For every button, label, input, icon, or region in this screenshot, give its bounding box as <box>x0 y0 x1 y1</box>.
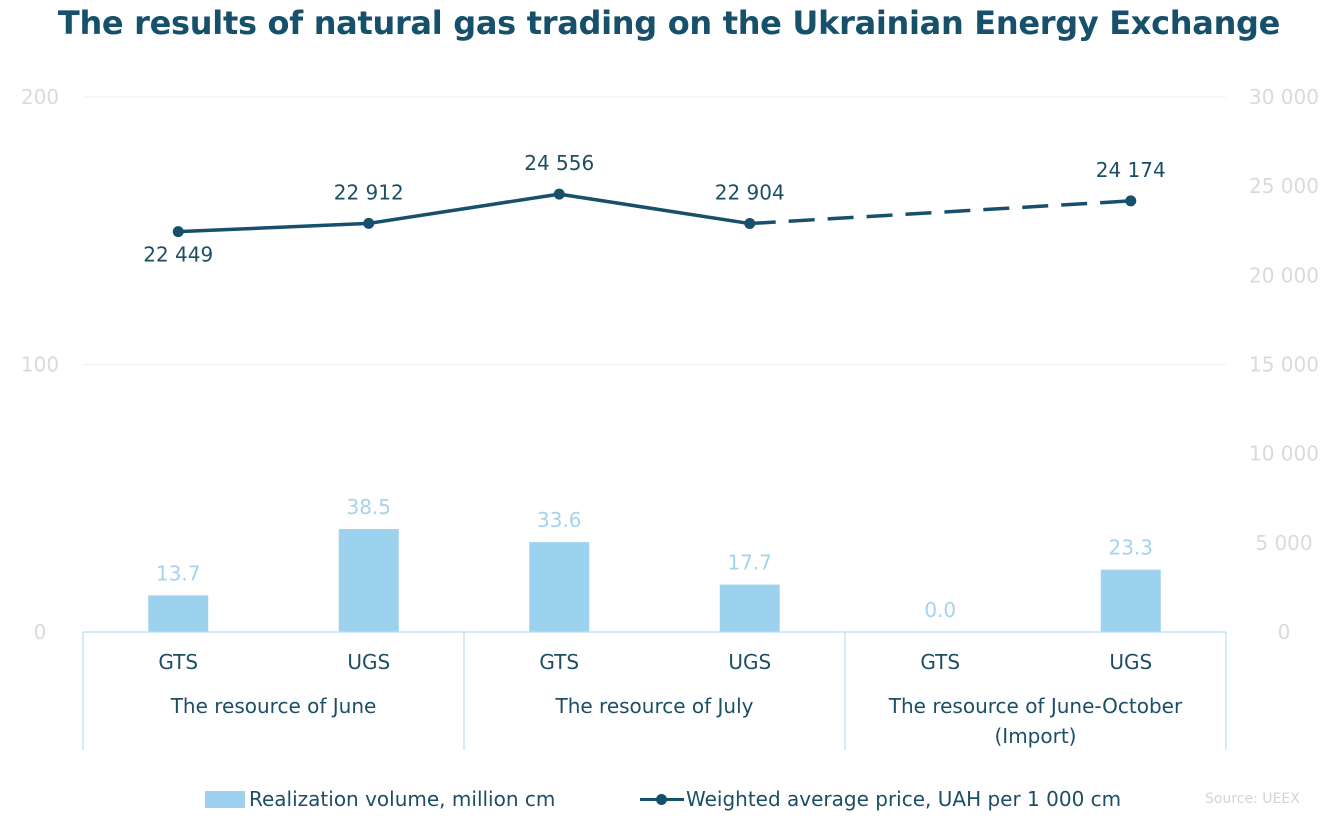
line-segment-dashed <box>749 199 1131 226</box>
y-right-tick-label: 5 000 <box>1255 531 1312 555</box>
y-right-tick-label: 15 000 <box>1249 353 1319 377</box>
bar-value-label: 38.5 <box>346 495 391 519</box>
legend-bar-swatch <box>205 790 245 808</box>
line-value-label: 22 449 <box>143 243 213 267</box>
x-group-label: The resource of July <box>554 694 753 718</box>
legend-label-volume: Realization volume, million cm <box>249 787 556 811</box>
x-group-label: (Import) <box>995 724 1077 748</box>
legend-line-swatch <box>640 792 684 806</box>
legend-item-price: Weighted average price, UAH per 1 000 cm <box>640 784 1121 814</box>
line-point <box>553 188 565 200</box>
chart-title: The results of natural gas trading on th… <box>57 4 1281 42</box>
x-category-label: UGS <box>347 650 390 674</box>
x-category-label: UGS <box>728 650 771 674</box>
line-segment <box>558 192 751 226</box>
y-right-tick-label: 10 000 <box>1249 442 1319 466</box>
x-category-label: GTS <box>539 650 579 674</box>
y-left-tick-label: 0 <box>34 620 47 644</box>
y-right-tick-label: 25 000 <box>1249 174 1319 198</box>
bar-value-label: 13.7 <box>156 561 201 585</box>
bar <box>338 529 399 632</box>
x-category-label: GTS <box>920 650 960 674</box>
line-value-label: 24 556 <box>524 151 594 175</box>
bar-value-label: 17.7 <box>727 551 772 575</box>
line-value-label: 24 174 <box>1096 158 1166 182</box>
y-left-tick-label: 100 <box>21 353 59 377</box>
bar <box>1100 569 1161 632</box>
bar-value-label: 33.6 <box>537 508 582 532</box>
y-left-tick-label: 200 <box>21 85 59 109</box>
line-point <box>363 217 375 229</box>
legend-label-price: Weighted average price, UAH per 1 000 cm <box>686 787 1122 811</box>
line-point <box>744 218 756 230</box>
line-segment <box>178 221 369 234</box>
source-note: Source: UEEX <box>1205 791 1300 807</box>
y-right-tick-label: 20 000 <box>1249 263 1319 287</box>
line-point <box>172 226 184 238</box>
x-category-label: GTS <box>158 650 198 674</box>
y-right-tick-label: 30 000 <box>1249 85 1319 109</box>
bar <box>148 595 209 632</box>
line-segment <box>368 192 560 226</box>
bar-value-label: 0.0 <box>924 598 956 622</box>
line-value-label: 22 904 <box>715 181 785 205</box>
x-group-label: The resource of June-October <box>888 694 1183 718</box>
line-value-label: 22 912 <box>334 180 404 204</box>
bar <box>529 542 590 632</box>
y-right-tick-label: 0 <box>1278 620 1291 644</box>
line-point <box>1125 195 1137 207</box>
x-group-label: The resource of June <box>170 694 377 718</box>
x-category-label: UGS <box>1109 650 1152 674</box>
bar-value-label: 23.3 <box>1108 536 1153 560</box>
bar <box>719 584 780 632</box>
legend-item-volume: Realization volume, million cm <box>205 784 555 814</box>
